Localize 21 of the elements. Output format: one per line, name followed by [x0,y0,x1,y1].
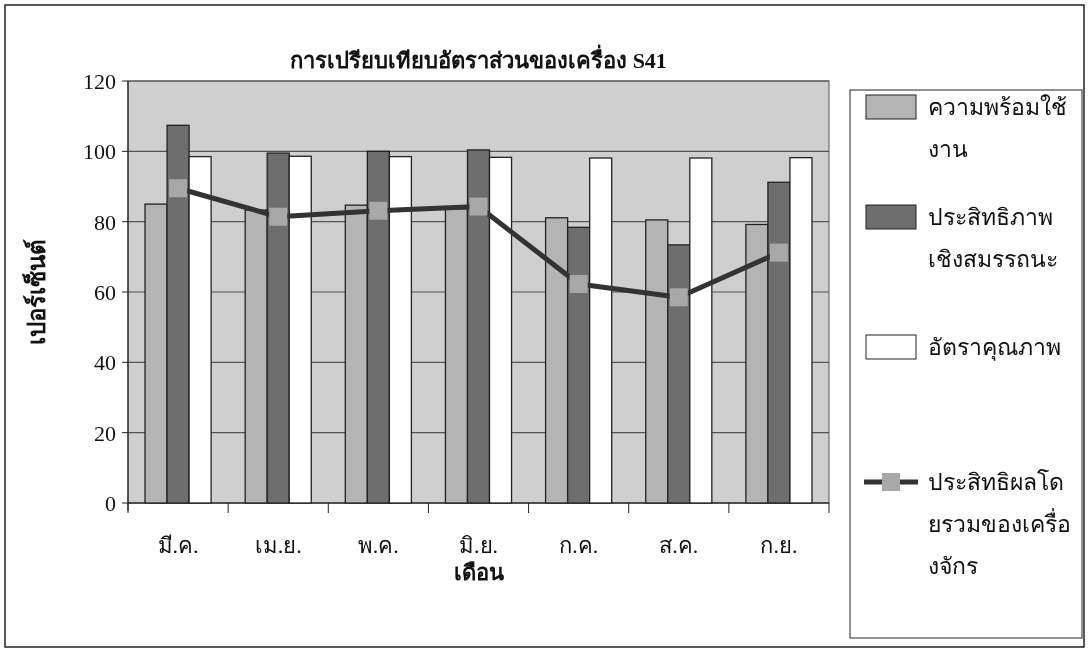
y-tick-label: 120 [83,69,116,94]
y-tick-label: 80 [94,209,116,235]
y-tick-label: 0 [105,491,116,516]
x-axis-title: เดือน [453,560,504,585]
legend-label: ประสิทธิภาพเชิงสมรรถนะ [928,205,1058,272]
x-tick-label: ก.ค. [559,533,599,558]
x-tick-label: พ.ค. [357,533,399,558]
y-axis-title: เปอร์เซ็นต์ [22,239,50,345]
x-tick-label: ก.ย. [760,533,798,558]
y-tick-label: 20 [94,420,116,446]
x-tick-label: มิ.ย. [459,533,498,558]
legend-label: ความพร้อมใช้งาน [928,94,1067,162]
x-tick-label: มี.ค. [157,533,199,558]
chart-title: การเปรียบเทียบอัตราส่วนของเครื่อง S41 [290,44,667,73]
x-tick-label: เม.ย. [254,533,302,558]
y-tick-label: 40 [94,350,116,376]
y-tick-label: 60 [94,280,116,305]
y-tick-label: 100 [83,139,116,165]
x-tick-label: ส.ค. [659,533,699,558]
legend-label: ประสิทธิผลโดยรวมของเครื่องจักร [928,469,1071,579]
legend-label: อัตราคุณภาพ [928,335,1061,361]
